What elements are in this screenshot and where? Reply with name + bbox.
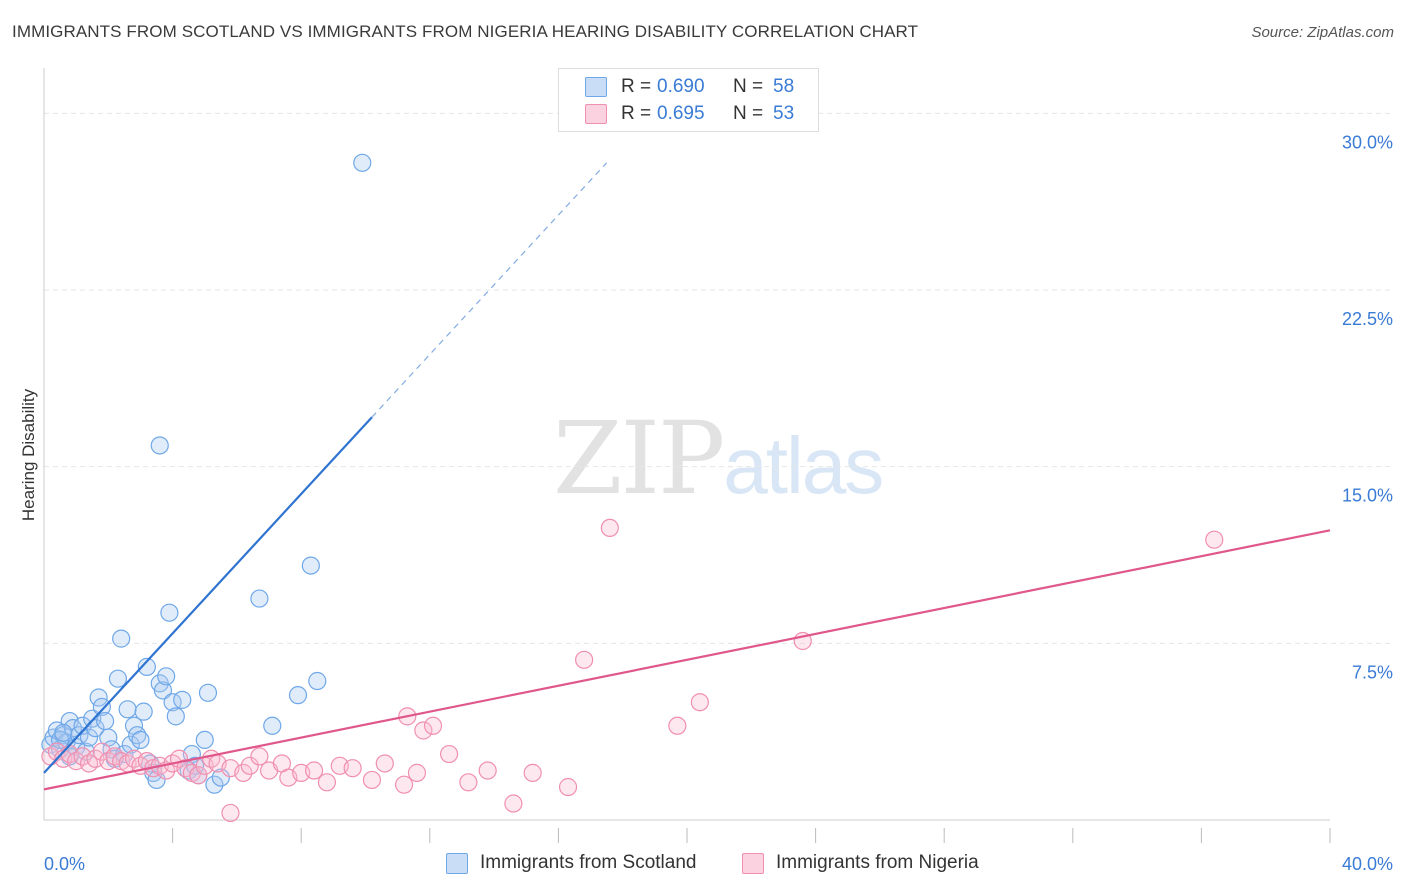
scotland-point bbox=[86, 719, 105, 738]
legend-r-value-nigeria: 0.695 bbox=[657, 103, 705, 124]
scotland-point bbox=[301, 556, 320, 575]
y-tick-label: 22.5% bbox=[1342, 309, 1393, 329]
x-tick-label: 40.0% bbox=[1342, 854, 1393, 874]
nigeria-point bbox=[1205, 530, 1224, 549]
legend-row-nigeria: R = 0.695 N = 53 bbox=[585, 102, 849, 126]
nigeria-point bbox=[240, 756, 259, 775]
legend-r-label: R = bbox=[621, 103, 652, 124]
scotland-trend-line bbox=[43, 416, 373, 774]
scotland-point bbox=[121, 735, 140, 754]
nigeria-point bbox=[558, 777, 578, 797]
scotland-trend-extension bbox=[371, 162, 608, 418]
legend-swatch-nigeria bbox=[585, 104, 607, 124]
nigeria-point bbox=[478, 761, 497, 780]
series-swatch-scotland bbox=[446, 852, 468, 874]
scotland-point bbox=[288, 686, 308, 705]
nigeria-point bbox=[668, 716, 687, 735]
scotland-point bbox=[308, 671, 327, 691]
legend-n-label: N = bbox=[733, 76, 764, 97]
scotland-point bbox=[95, 711, 115, 731]
nigeria-point bbox=[234, 763, 253, 782]
watermark: ZIPatlas bbox=[553, 400, 884, 517]
scotland-point bbox=[157, 667, 176, 686]
legend-swatch-scotland bbox=[585, 77, 607, 97]
scotland-point bbox=[250, 589, 269, 608]
scotland-point bbox=[131, 730, 150, 750]
legend-r-value-scotland: 0.690 bbox=[657, 76, 705, 97]
nigeria-point bbox=[414, 721, 433, 740]
scotland-point bbox=[108, 669, 128, 688]
scotland-point bbox=[166, 707, 185, 726]
legend-n-value-nigeria: 53 bbox=[773, 103, 795, 124]
scotland-point bbox=[92, 697, 111, 717]
scotland-point bbox=[153, 681, 173, 700]
nigeria-point bbox=[407, 763, 427, 782]
scotland-point bbox=[112, 629, 131, 648]
y-tick-label: 15.0% bbox=[1342, 486, 1393, 506]
watermark-zip: ZIP bbox=[553, 400, 725, 517]
nigeria-point bbox=[523, 763, 542, 782]
nigeria-point bbox=[343, 759, 362, 778]
scotland-point bbox=[211, 768, 230, 787]
nigeria-point bbox=[189, 766, 208, 785]
scotland-point bbox=[160, 603, 179, 622]
nigeria-point bbox=[375, 754, 394, 773]
nigeria-point bbox=[575, 650, 594, 669]
scotland-point bbox=[134, 702, 153, 721]
scotland-point bbox=[205, 775, 224, 794]
nigeria-point bbox=[600, 518, 619, 538]
nigeria-point bbox=[250, 747, 269, 766]
series-legend: Immigrants from Scotland Immigrants from… bbox=[0, 852, 1406, 878]
nigeria-point bbox=[423, 716, 443, 735]
series-swatch-nigeria bbox=[742, 852, 764, 874]
nigeria-point bbox=[459, 773, 478, 792]
scotland-point bbox=[198, 683, 218, 702]
legend-row-scotland: R = 0.690 N = 58 bbox=[585, 75, 849, 99]
legend-r-label: R = bbox=[621, 76, 652, 97]
scotland-point bbox=[54, 723, 73, 742]
legend-n-value-scotland: 58 bbox=[773, 76, 795, 97]
scotland-point bbox=[150, 436, 169, 455]
scotland-point bbox=[353, 153, 372, 172]
x-tick-label: 0.0% bbox=[44, 854, 85, 874]
scotland-point bbox=[147, 770, 166, 790]
y-axis-label: Hearing Disability bbox=[19, 388, 38, 521]
y-tick-label: 7.5% bbox=[1352, 662, 1393, 682]
series-label-nigeria: Immigrants from Nigeria bbox=[776, 852, 979, 873]
source-label: Source: ZipAtlas.com bbox=[1251, 24, 1394, 41]
legend-n-label: N = bbox=[733, 103, 764, 124]
y-tick-label: 30.0% bbox=[1342, 132, 1393, 152]
scotland-point bbox=[137, 657, 156, 676]
nigeria-point bbox=[690, 693, 709, 712]
nigeria-point bbox=[317, 773, 337, 792]
scotland-point bbox=[173, 690, 192, 709]
nigeria-trend-line bbox=[43, 529, 1331, 791]
correlation-legend: R = 0.690 N = 58 R = 0.695 N = 53 bbox=[558, 68, 819, 132]
scotland-point bbox=[263, 716, 282, 735]
scotland-point bbox=[79, 728, 99, 747]
nigeria-point bbox=[439, 744, 459, 764]
watermark-atlas: atlas bbox=[723, 421, 884, 510]
scotland-point bbox=[118, 700, 137, 719]
nigeria-point bbox=[504, 794, 523, 813]
nigeria-point bbox=[304, 761, 324, 780]
nigeria-point bbox=[394, 775, 414, 794]
series-legend-scotland[interactable]: Immigrants from Scotland bbox=[446, 852, 696, 874]
nigeria-point bbox=[221, 803, 240, 823]
series-legend-nigeria[interactable]: Immigrants from Nigeria bbox=[742, 852, 979, 874]
nigeria-point bbox=[362, 770, 382, 790]
chart-title: IMMIGRANTS FROM SCOTLAND VS IMMIGRANTS F… bbox=[12, 22, 919, 41]
series-label-scotland: Immigrants from Scotland bbox=[480, 852, 697, 873]
scotland-point bbox=[195, 730, 214, 750]
